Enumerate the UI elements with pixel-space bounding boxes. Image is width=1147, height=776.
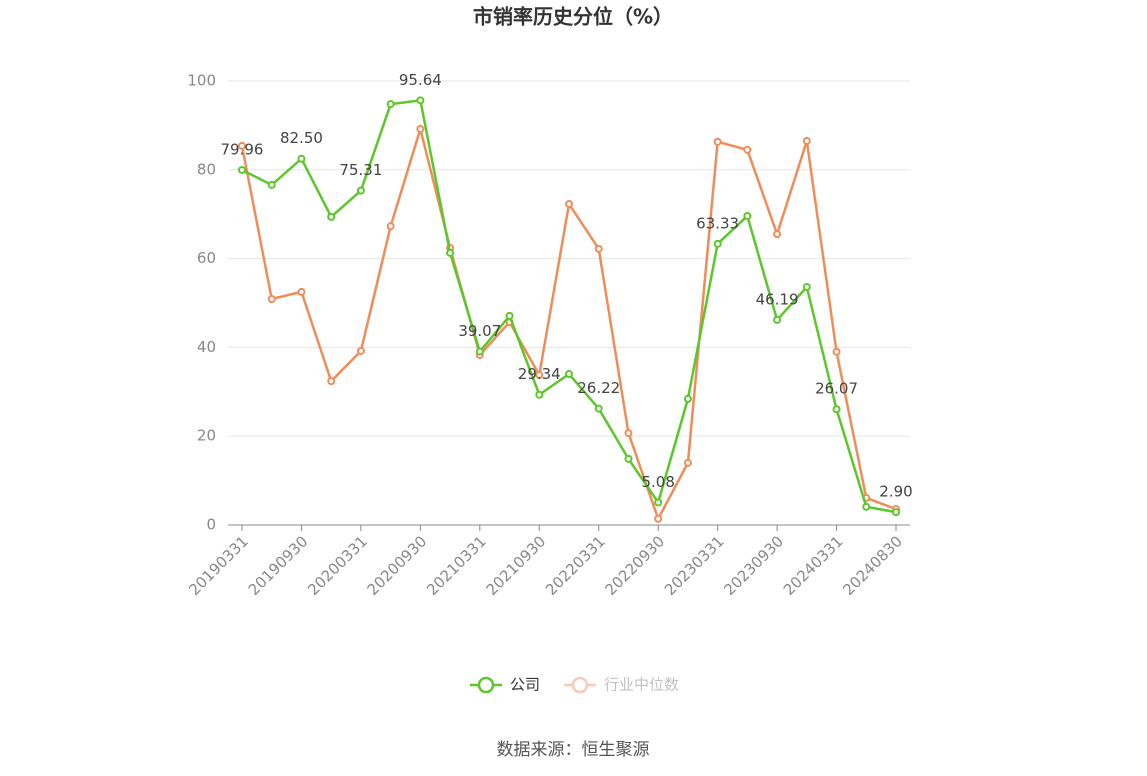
x-tick-label: 20230930 (720, 532, 787, 599)
data-label: 95.64 (399, 71, 442, 89)
point (327, 377, 336, 386)
data-label: 39.07 (458, 322, 501, 340)
x-tick-label: 20190331 (185, 532, 252, 599)
point (802, 136, 811, 145)
x-tick-label: 20210331 (423, 532, 490, 599)
point (683, 394, 692, 403)
series-line (240, 124, 897, 522)
y-tick-label: 40 (197, 338, 216, 356)
data-label: 82.50 (280, 129, 323, 147)
legend-marker (477, 676, 495, 694)
point (773, 315, 782, 324)
point (238, 165, 246, 174)
legend-item[interactable]: 行业中位数 (564, 676, 679, 694)
point (624, 454, 633, 463)
chart-title: 市销率历史分位（%） (473, 5, 673, 29)
y-tick-label: 0 (206, 516, 216, 534)
x-tick-label: 20200331 (304, 532, 371, 599)
data-label: 2.90 (879, 483, 912, 501)
x-tick-label: 20220331 (542, 532, 609, 599)
data-label: 26.22 (577, 379, 620, 397)
point (654, 498, 663, 507)
point (416, 96, 425, 105)
x-tick-label: 20240331 (780, 532, 847, 599)
data-label: 26.07 (815, 380, 858, 398)
point (743, 145, 752, 154)
x-tick-label: 20200930 (364, 532, 431, 599)
point (267, 295, 276, 304)
point (832, 405, 841, 414)
point (654, 514, 663, 523)
point (624, 429, 633, 438)
data-label: 29.34 (518, 365, 561, 383)
legend-item[interactable]: 公司 (470, 676, 540, 694)
point (565, 370, 573, 379)
legend-label: 公司 (510, 676, 540, 694)
point (743, 211, 752, 220)
point (416, 124, 425, 133)
point (594, 244, 603, 253)
point (386, 222, 395, 231)
point (327, 212, 336, 221)
point (297, 154, 306, 163)
legend-marker (571, 676, 589, 694)
point (505, 311, 514, 320)
point (594, 404, 603, 413)
point (802, 283, 811, 292)
x-tick-label: 20190930 (245, 532, 312, 599)
point (713, 239, 722, 248)
data-label: 5.08 (641, 473, 674, 491)
point (446, 248, 455, 257)
point (862, 502, 871, 511)
point (356, 346, 365, 355)
point (565, 199, 573, 208)
point (267, 180, 276, 189)
point (297, 287, 306, 296)
point (238, 141, 246, 150)
x-tick-label: 20240830 (839, 532, 906, 599)
point (386, 100, 395, 109)
data-label: 79.96 (221, 140, 264, 158)
x-tick-label: 20210930 (483, 532, 550, 599)
data-label: 63.33 (696, 214, 739, 232)
x-tick-label: 20230331 (661, 532, 728, 599)
y-tick-label: 100 (187, 72, 216, 90)
y-tick-label: 80 (197, 160, 216, 178)
legend-label: 行业中位数 (604, 676, 679, 694)
point (535, 370, 544, 379)
point (535, 390, 544, 399)
data-label: 46.19 (756, 290, 799, 308)
x-tick-label: 20220930 (601, 532, 668, 599)
point (475, 347, 484, 356)
point (832, 347, 841, 356)
point (713, 137, 722, 146)
point (683, 458, 692, 467)
data-label: 75.31 (339, 161, 382, 179)
point (892, 508, 900, 517)
y-tick-label: 60 (197, 249, 216, 267)
point (356, 186, 365, 195)
source: 数据来源：恒生聚源 (497, 740, 650, 760)
point (773, 230, 782, 239)
y-tick-label: 20 (197, 427, 216, 445)
